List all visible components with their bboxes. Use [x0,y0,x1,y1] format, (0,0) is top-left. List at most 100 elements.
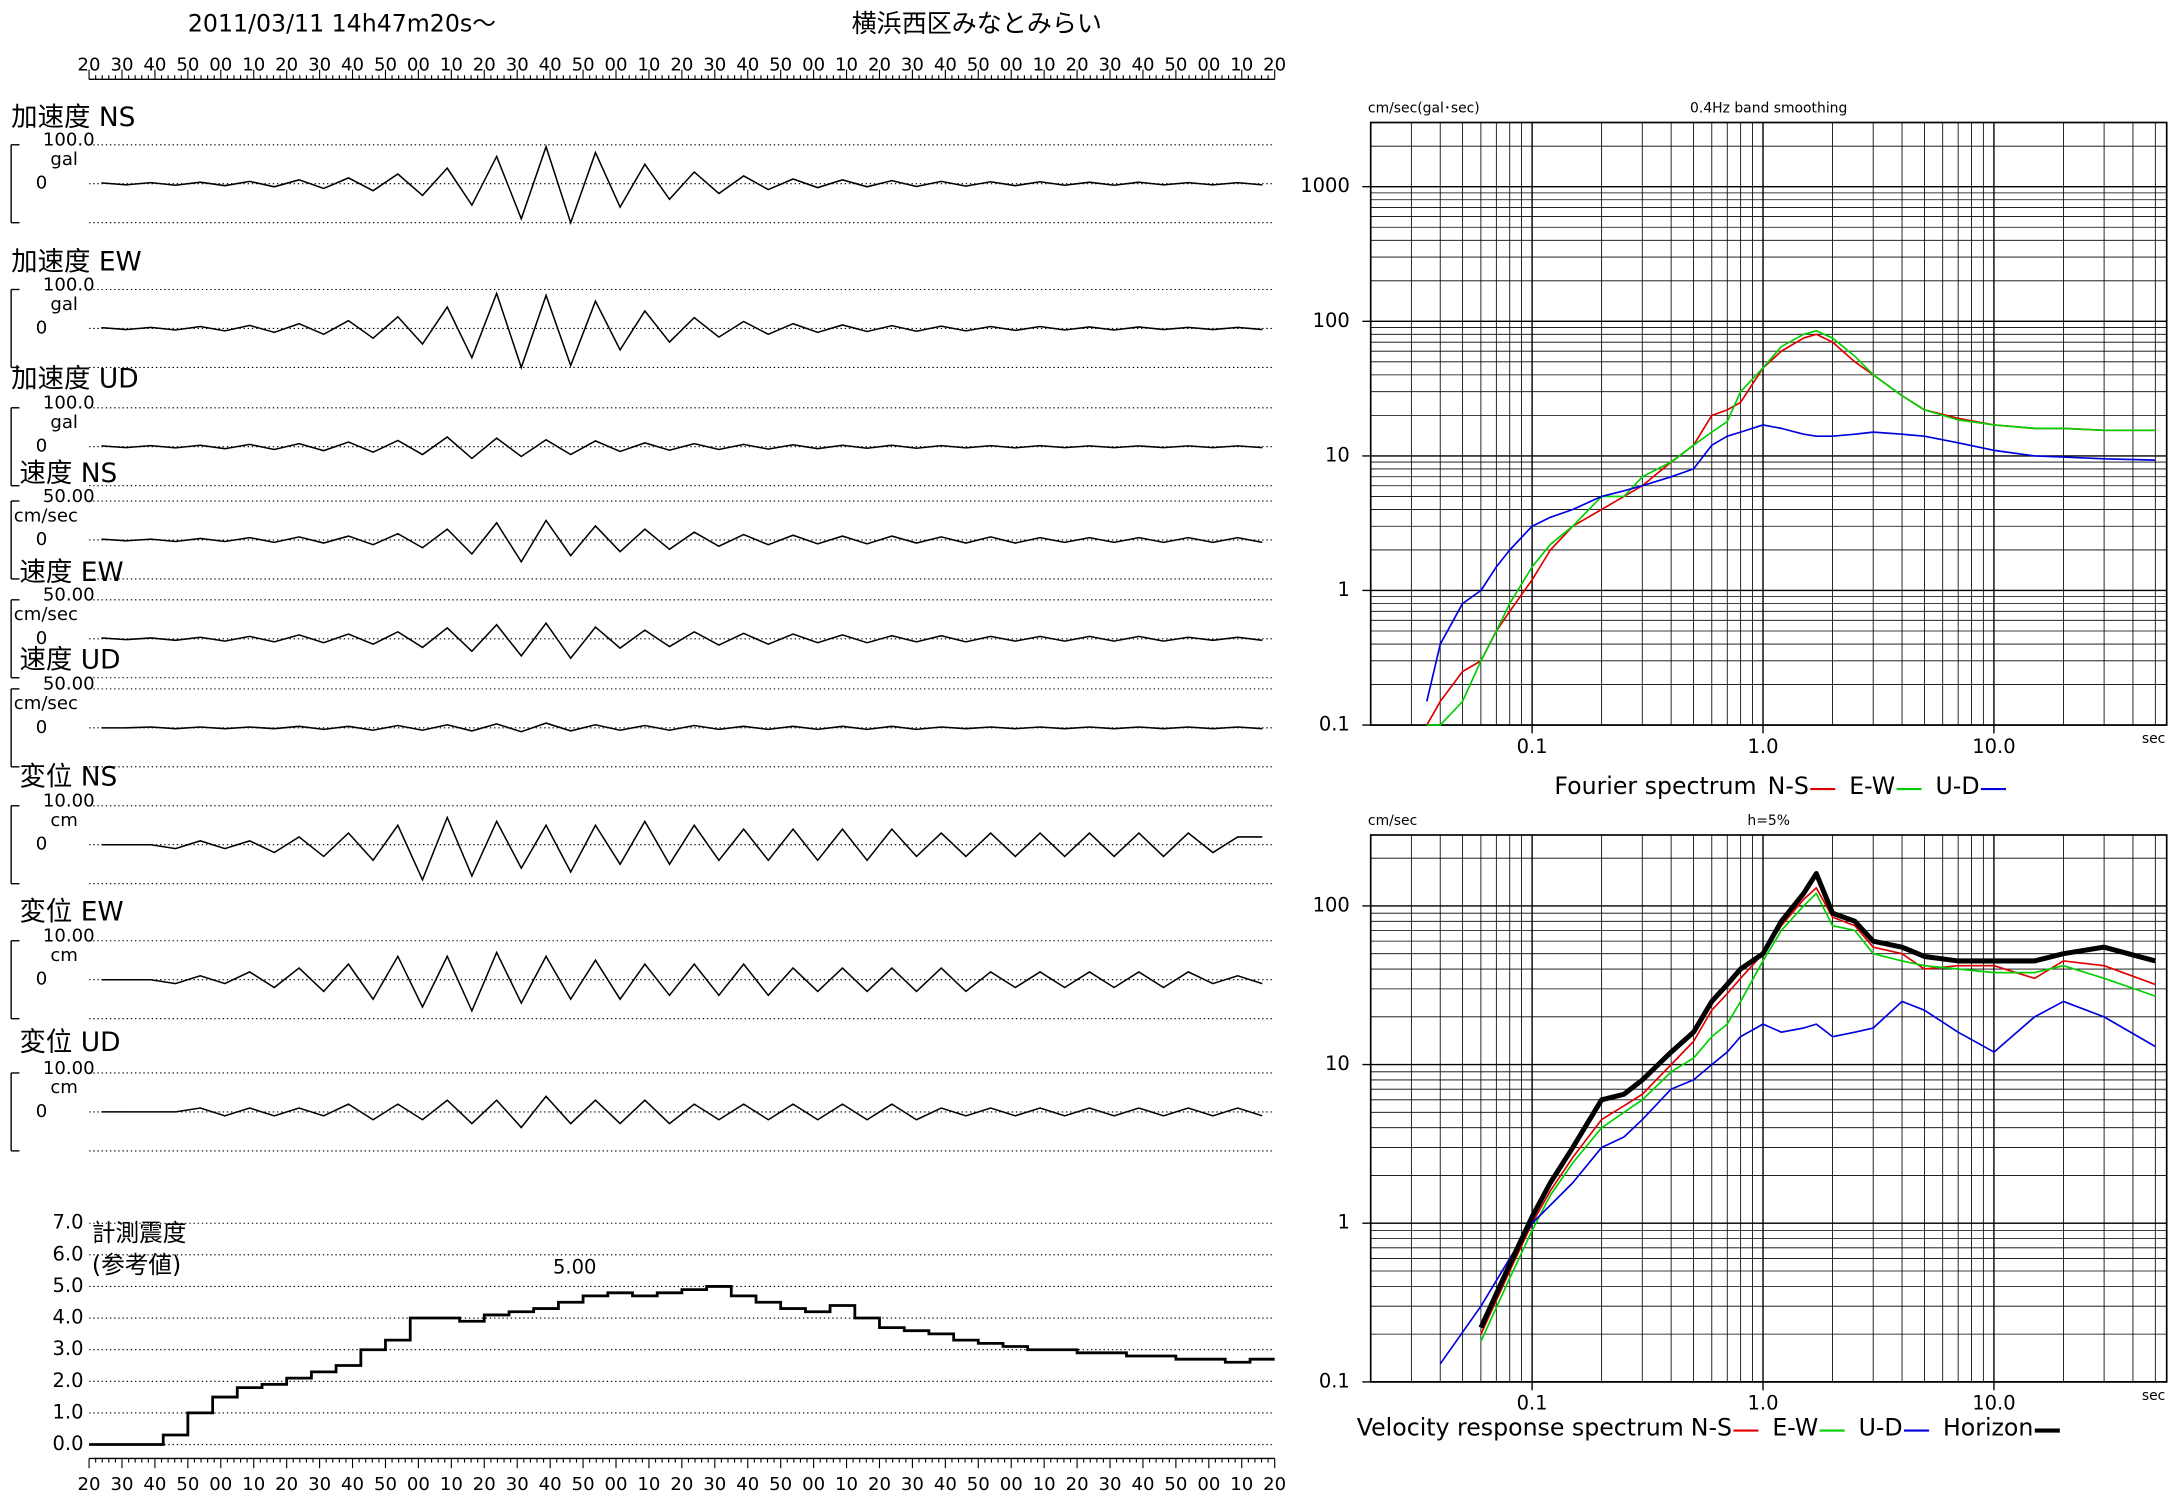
time-tick-label: 20 [670,54,693,75]
time-tick-label: 40 [341,54,364,75]
spectrum-line [1478,871,2156,1329]
y-axis-unit: cm/sec(gal･sec) [1368,101,1480,117]
y-tick-label: 10.00 [43,926,95,947]
time-tick-label: 50 [1164,1474,1187,1495]
y-tick-label: 10 [1325,443,1350,466]
time-tick-label: 20 [473,1474,496,1495]
waveform [101,722,1263,733]
time-tick-label: 40 [736,54,759,75]
time-tick-label: 20 [1263,54,1286,75]
time-tick-label: 00 [604,1474,627,1495]
y-tick-label: 100.0 [43,274,95,295]
time-tick-label: 00 [209,54,232,75]
y-tick-label: 50.00 [43,486,95,507]
time-tick-label: 10 [637,1474,660,1495]
unit-label: gal [50,412,78,433]
time-tick-label: 30 [703,54,726,75]
unit-label: cm [50,810,78,831]
time-tick-label: 10 [835,1474,858,1495]
time-tick-label: 50 [572,54,595,75]
unit-label: cm/sec [14,604,78,625]
time-tick-label: 10 [242,1474,265,1495]
time-tick-label: 00 [802,54,825,75]
y-tick-label: 100 [1313,309,1350,332]
time-tick-label: 30 [506,54,529,75]
legend-label: Horizon [1943,1414,2033,1442]
time-tick-label: 50 [374,1474,397,1495]
x-tick-label: 0.1 [1517,1392,1548,1415]
time-tick-label: 40 [736,1474,759,1495]
time-tick-label: 40 [143,54,166,75]
y-tick-label: 0 [36,1101,48,1122]
time-tick-label: 00 [407,1474,430,1495]
time-tick-label: 50 [769,1474,792,1495]
spectrum-line [1426,329,2156,726]
time-tick-label: 10 [1230,54,1253,75]
y-tick-label: 10 [1325,1052,1350,1075]
waveform [101,815,1263,882]
waveform [101,144,1263,226]
time-tick-label: 30 [110,1474,133,1495]
time-tick-label: 40 [341,1474,364,1495]
plot-frame [1369,121,2168,726]
x-axis-unit: sec [2142,1388,2165,1404]
y-tick-label: 0 [36,628,48,649]
y-tick-label: 0.1 [1319,1369,1350,1392]
panel-label: 変位 NS [19,761,117,792]
legend-title: Velocity response spectrum [1357,1414,1684,1442]
panel-label: 速度 NS [19,458,117,489]
y-tick-label: 0 [36,969,48,990]
panel-label: 加速度 NS [11,102,135,133]
spectrum-line [1426,333,2156,726]
time-tick-label: 40 [934,54,957,75]
y-tick-label: 7.0 [53,1211,84,1234]
time-tick-label: 50 [374,54,397,75]
peak-label: 5.00 [553,1255,596,1278]
waveform [101,1095,1263,1129]
time-tick-label: 00 [209,1474,232,1495]
time-tick-label: 30 [110,54,133,75]
unit-label: cm [50,945,78,966]
time-tick-label: 50 [572,1474,595,1495]
time-tick-label: 20 [1066,1474,1089,1495]
plot-frame [1369,834,2168,1383]
time-tick-label: 50 [769,54,792,75]
waveform [101,950,1263,1013]
time-tick-label: 30 [1099,1474,1122,1495]
y-tick-label: 0 [36,436,48,457]
y-tick-label: 3.0 [53,1337,84,1360]
time-tick-label: 20 [78,54,101,75]
x-tick-label: 10.0 [1972,1392,2015,1415]
time-tick-label: 30 [308,1474,331,1495]
time-tick-label: 00 [802,1474,825,1495]
time-tick-label: 20 [473,54,496,75]
spectrum-line [1439,1000,2156,1365]
panel-label: 速度 UD [19,645,120,676]
legend-label: E-W [1772,1414,1818,1442]
time-tick-label: 20 [1263,1474,1286,1495]
intensity-subtitle: (参考値) [92,1251,181,1279]
time-tick-label: 30 [1099,54,1122,75]
time-tick-label: 00 [1197,54,1220,75]
time-tick-label: 10 [835,54,858,75]
unit-label: cm [50,1077,78,1098]
x-axis-unit: sec [2142,731,2165,747]
y-tick-label: 100.0 [43,130,95,151]
legend-title: Fourier spectrum [1554,772,1756,800]
legend-label: N-S [1691,1414,1732,1442]
record-date: 2011/03/11 14h47m20s～ [188,10,496,38]
time-tick-label: 10 [1033,54,1056,75]
y-tick-label: 6.0 [53,1242,84,1265]
waveform [101,291,1263,370]
time-tick-label: 20 [670,1474,693,1495]
panel-label: 変位 EW [19,896,123,927]
time-tick-label: 30 [308,54,331,75]
time-tick-label: 30 [506,1474,529,1495]
chart-subtitle: 0.4Hz band smoothing [1690,101,1847,117]
y-tick-label: 1.0 [53,1400,84,1423]
legend-label: N-S [1768,772,1809,800]
time-tick-label: 30 [901,1474,924,1495]
time-tick-label: 10 [1033,1474,1056,1495]
waveform [101,436,1263,460]
